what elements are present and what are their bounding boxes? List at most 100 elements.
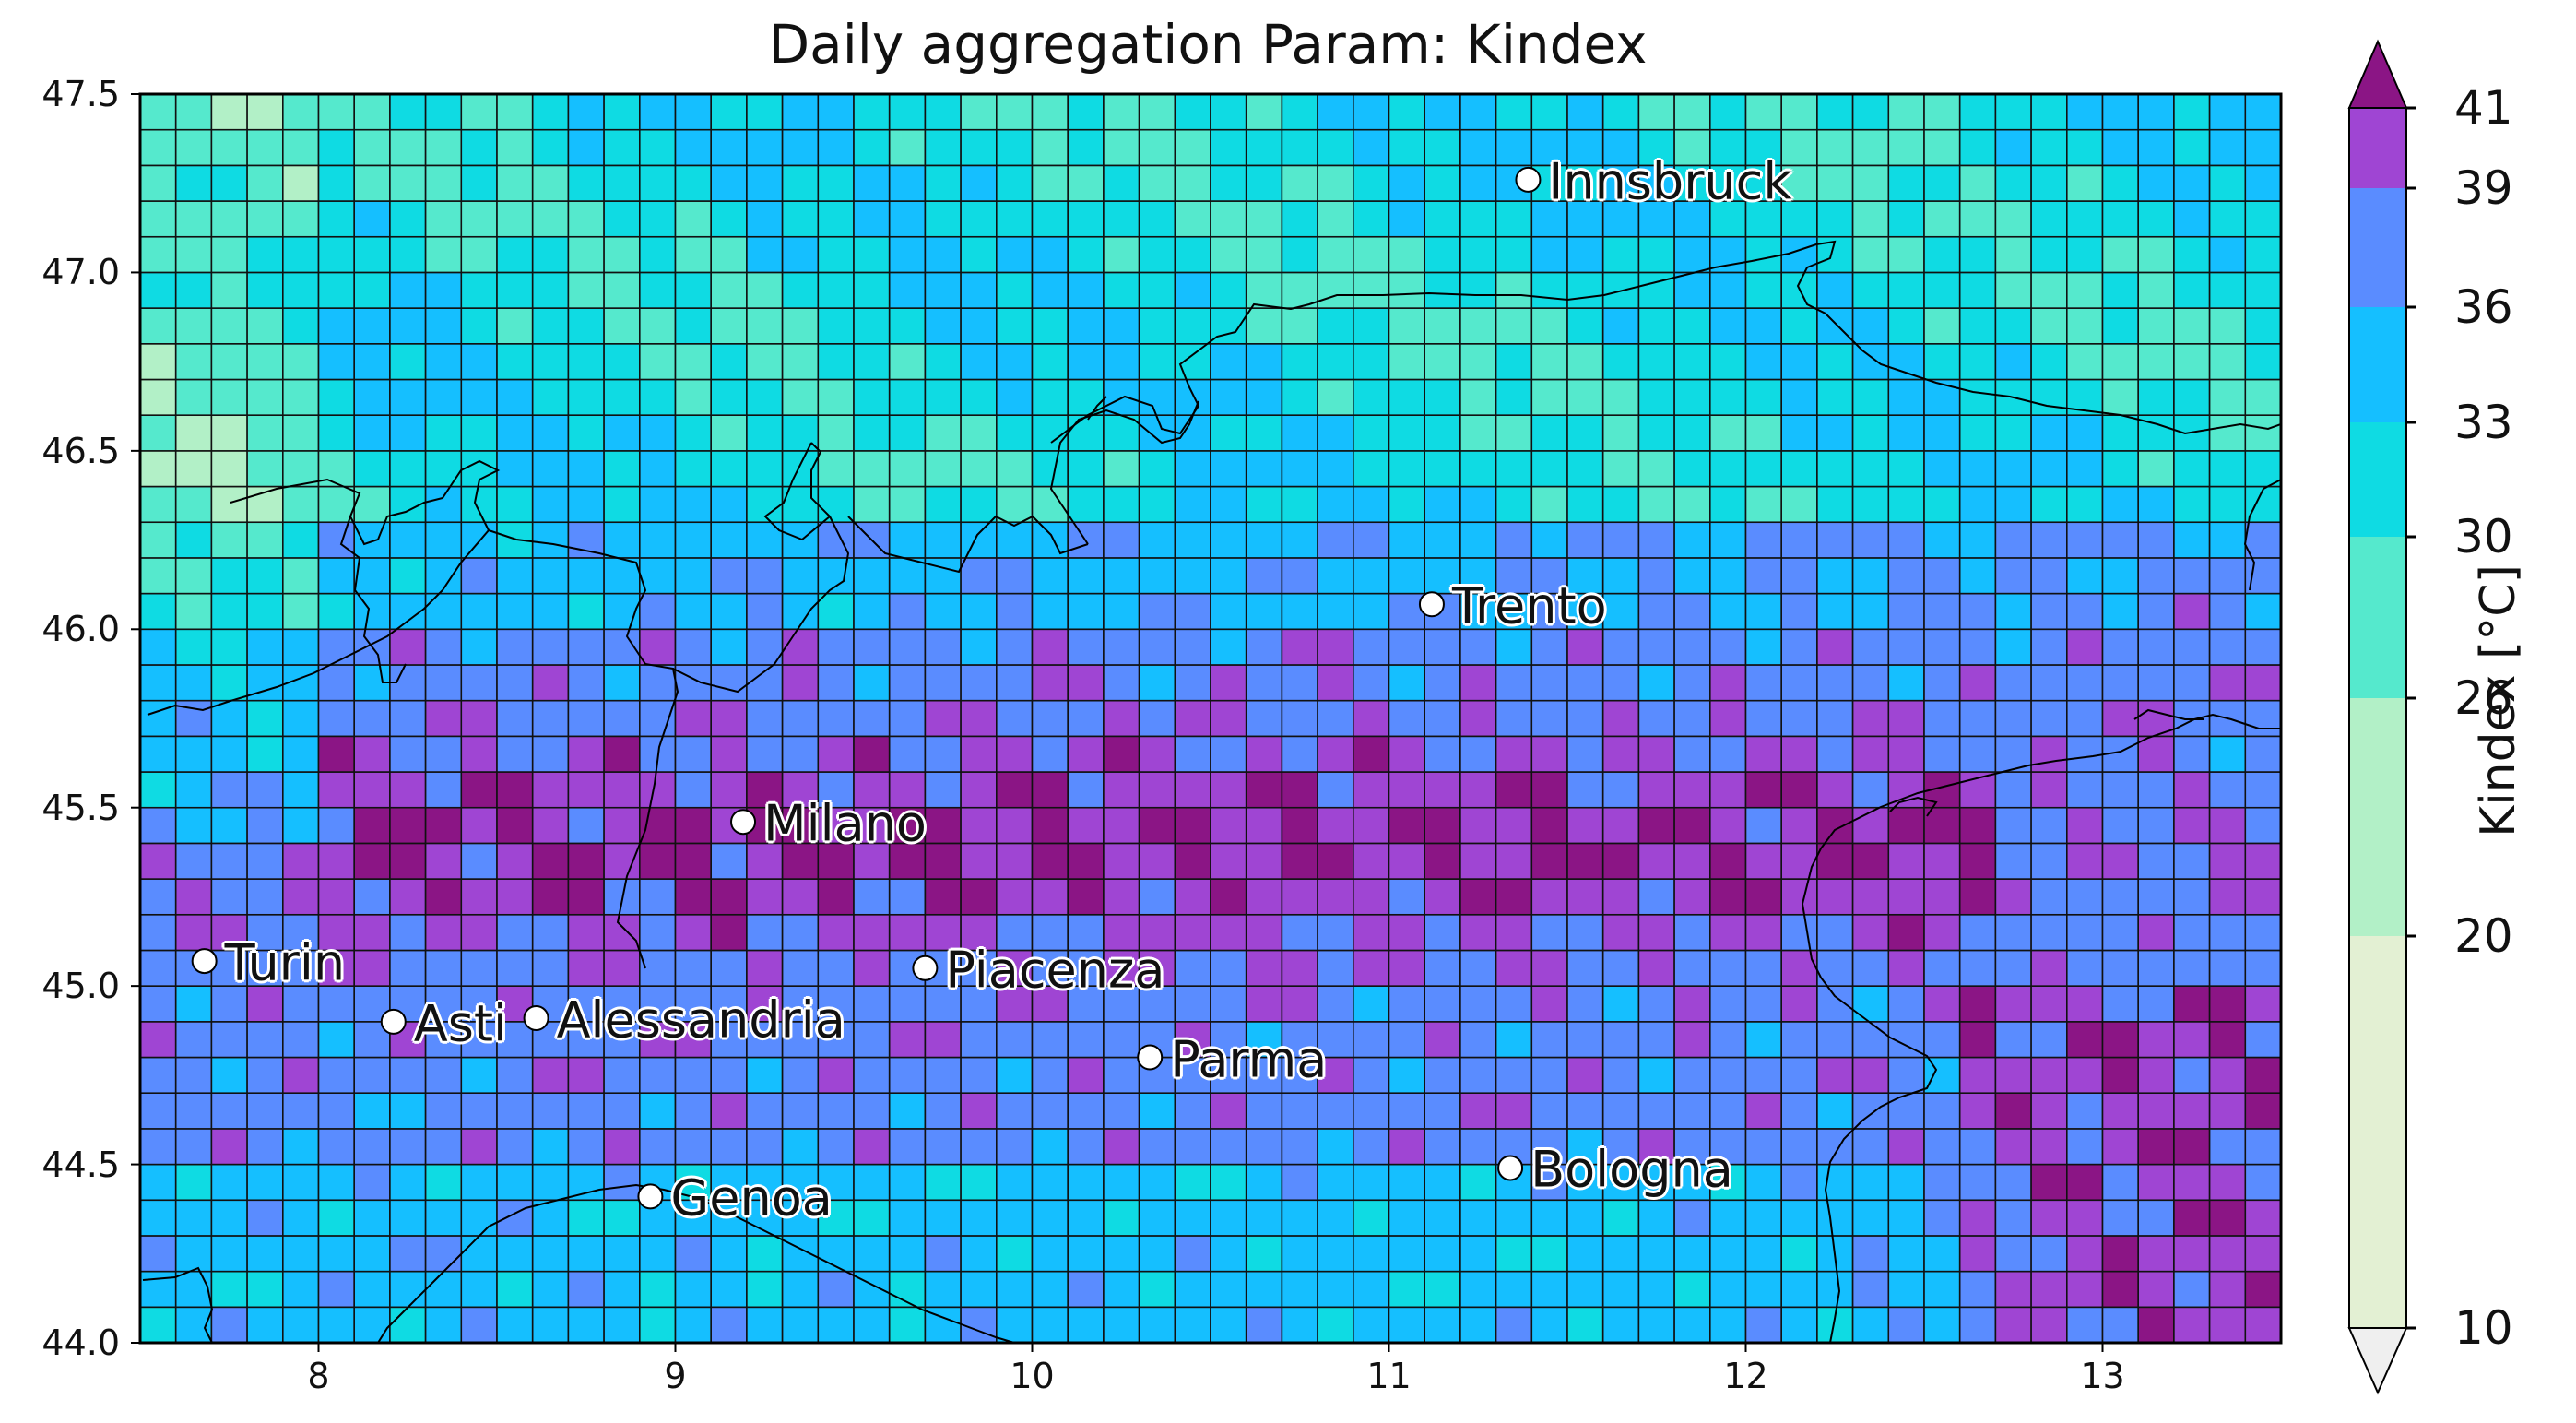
grid-cell [1317, 271, 1354, 309]
grid-cell [460, 557, 498, 595]
grid-cell [2066, 592, 2104, 631]
grid-cell [1103, 664, 1140, 702]
grid-cell [1744, 878, 1783, 916]
grid-cell [1317, 699, 1354, 738]
grid-cell [1887, 342, 1925, 381]
grid-cell [2101, 485, 2140, 524]
grid-cell [1245, 1235, 1283, 1273]
grid-cell [2208, 1235, 2247, 1273]
grid-cell [1495, 1270, 1533, 1309]
grid-cell [781, 1021, 820, 1059]
grid-cell [424, 592, 463, 631]
grid-cell [674, 342, 713, 381]
grid-cell [317, 699, 356, 738]
grid-cell [2030, 450, 2068, 488]
grid-cell [2030, 235, 2068, 274]
grid-cell [353, 557, 391, 595]
grid-cell [2101, 628, 2140, 666]
grid-cell [2101, 1306, 2140, 1343]
grid-cell [2137, 949, 2175, 987]
grid-cell [1031, 878, 1069, 916]
grid-cell [1744, 592, 1783, 631]
grid-cell [317, 771, 356, 809]
grid-cell [674, 592, 713, 631]
grid-cell [1245, 94, 1283, 131]
grid-cell [2066, 414, 2104, 452]
grid-cell [960, 842, 998, 880]
grid-cell [317, 1056, 356, 1094]
grid-cell [1210, 699, 1247, 738]
grid-cell [496, 842, 534, 880]
grid-cell [1637, 342, 1675, 381]
grid-cell [1744, 1235, 1783, 1273]
grid-cell [1103, 200, 1140, 238]
grid-cell [317, 521, 356, 559]
grid-cell [1601, 342, 1640, 381]
grid-cell [389, 200, 427, 238]
grid-cell [996, 557, 1034, 595]
grid-cell [1388, 557, 1426, 595]
grid-cell [1174, 985, 1211, 1023]
grid-cell [531, 699, 570, 738]
grid-cell [781, 913, 820, 952]
grid-cell [710, 1092, 748, 1130]
grid-cell [1424, 200, 1461, 238]
grid-cell [710, 200, 748, 238]
grid-cell [1851, 557, 1890, 595]
grid-cell [353, 1306, 391, 1343]
grid-cell [1031, 557, 1069, 595]
grid-cell [2101, 985, 2140, 1023]
grid-cell [1887, 450, 1925, 488]
grid-cell [2244, 1270, 2281, 1309]
grid-cell [1424, 485, 1461, 524]
grid-cell [603, 235, 641, 274]
grid-cell [996, 842, 1034, 880]
grid-cell [210, 1199, 248, 1237]
grid-cell [317, 985, 356, 1023]
grid-cell [281, 271, 320, 309]
grid-cell [1424, 1021, 1461, 1059]
grid-cell [317, 378, 356, 416]
grid-cell [1816, 985, 1854, 1023]
grid-cell [853, 1306, 891, 1343]
grid-cell [1031, 1163, 1069, 1202]
grid-cell [1210, 271, 1247, 309]
grid-cell [1744, 842, 1783, 880]
grid-cell [1317, 628, 1354, 666]
grid-cell [1067, 628, 1105, 666]
grid-cell [317, 592, 356, 631]
grid-cell [1495, 985, 1533, 1023]
grid-cell [1281, 878, 1318, 916]
grid-cell [1530, 271, 1568, 309]
grid-cell [2208, 628, 2247, 666]
grid-cell [1067, 414, 1105, 452]
grid-cell [1923, 557, 1961, 595]
grid-cell [603, 771, 641, 809]
grid-cell [1317, 842, 1354, 880]
grid-cell [1780, 592, 1818, 631]
grid-cell [1067, 128, 1105, 167]
grid-cell [674, 1128, 713, 1166]
grid-cell [567, 128, 605, 167]
grid-cell [281, 164, 320, 202]
grid-cell [1281, 200, 1318, 238]
grid-cell [1388, 271, 1426, 309]
grid-cell [1566, 1128, 1604, 1166]
grid-cell [140, 1270, 177, 1309]
grid-cell [1245, 1128, 1283, 1166]
grid-cell [1958, 128, 1997, 167]
grid-cell [603, 664, 641, 702]
grid-cell [2208, 342, 2247, 381]
grid-cell [317, 307, 356, 345]
grid-cell [1994, 628, 2032, 666]
grid-cell [1816, 164, 1854, 202]
grid-cell [1601, 1092, 1640, 1130]
grid-cell [1245, 842, 1283, 880]
grid-cell [1530, 235, 1568, 274]
grid-cell [1424, 1199, 1461, 1237]
grid-cell [1210, 664, 1247, 702]
grid-cell [1067, 1163, 1105, 1202]
colorbar-tick-label: 20 [2454, 909, 2513, 963]
grid-cell [210, 1270, 248, 1309]
y-tick-label: 46.0 [41, 609, 120, 650]
